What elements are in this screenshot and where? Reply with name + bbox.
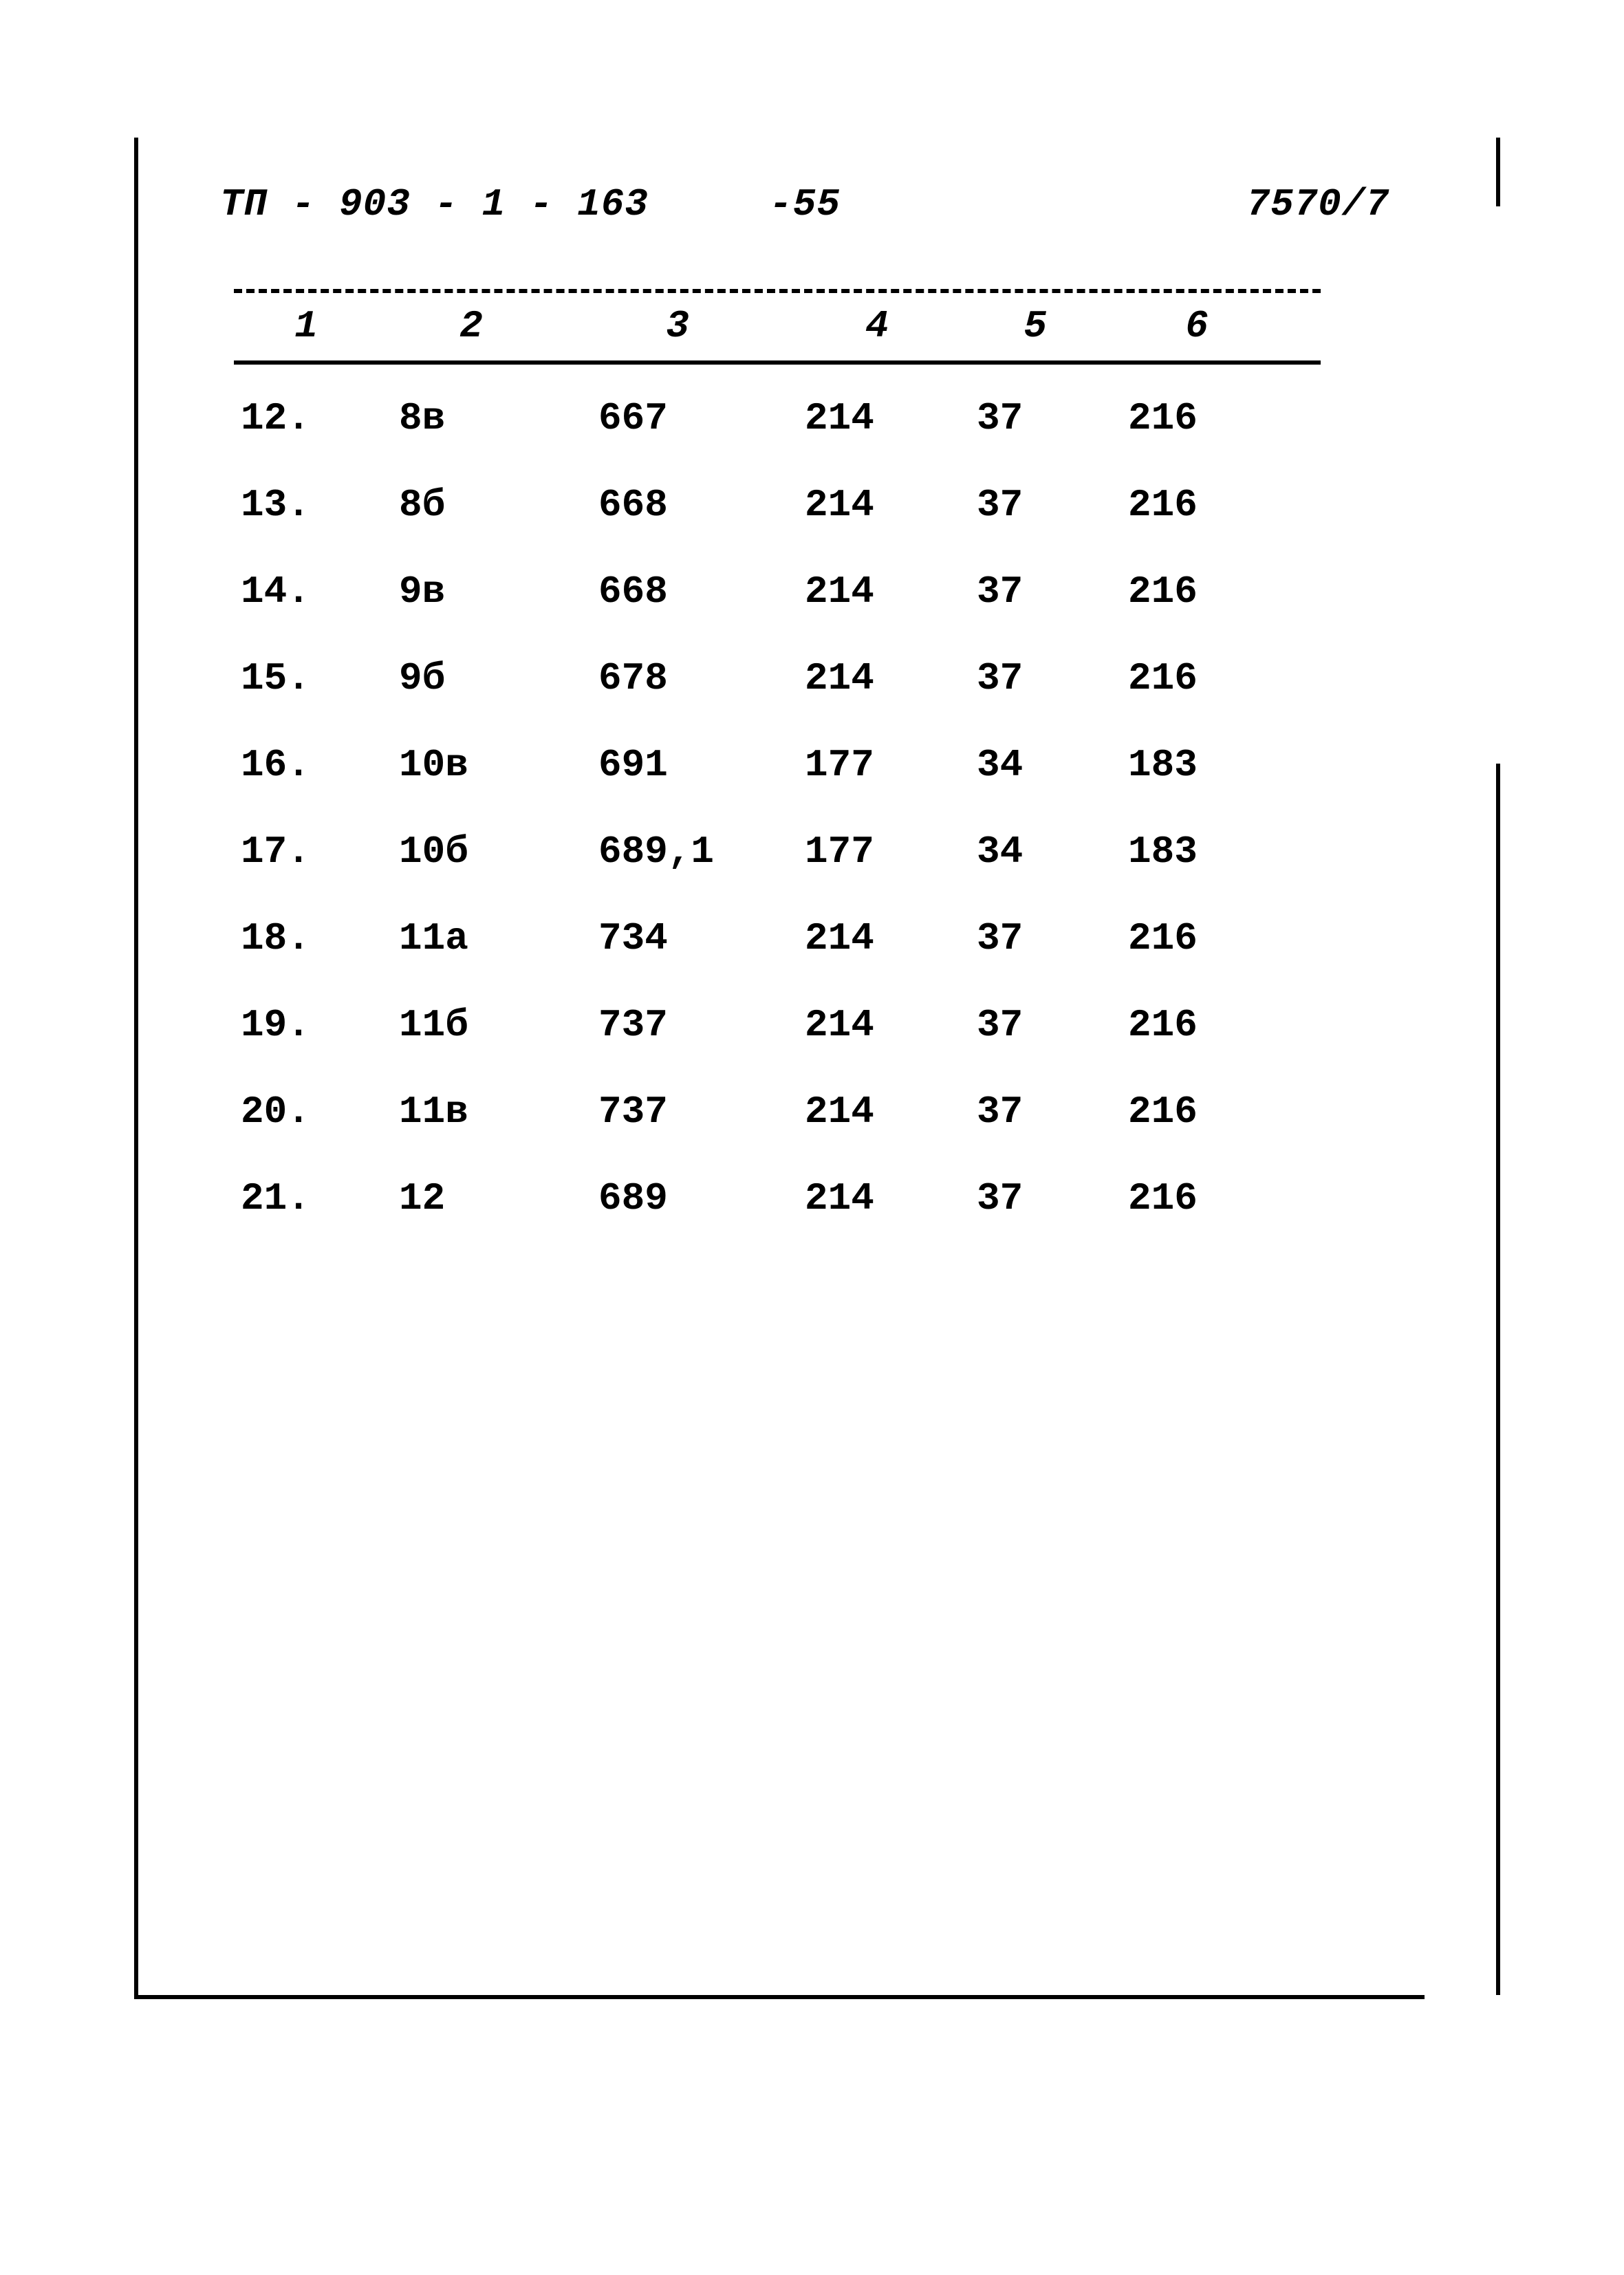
table-cell: 11в	[378, 1092, 564, 1131]
col-header-5: 5	[963, 307, 1107, 345]
table-cell: 37	[963, 1006, 1107, 1044]
table-row: 12.8в66721437216	[234, 399, 1321, 438]
table-cell: 177	[791, 832, 963, 871]
table-top-rule	[234, 289, 1321, 293]
table-cell: 216	[1107, 1006, 1286, 1044]
table-cell: 20.	[234, 1092, 378, 1131]
table-cell: 37	[963, 659, 1107, 698]
col-header-6: 6	[1107, 307, 1286, 345]
table-cell: 14.	[234, 572, 378, 611]
table-row: 16.10в69117734183	[234, 746, 1321, 784]
table-cell: 16.	[234, 746, 378, 784]
table-cell: 11а	[378, 919, 564, 958]
table-cell: 34	[963, 832, 1107, 871]
table-cell: 10б	[378, 832, 564, 871]
header-center: -55	[220, 182, 1389, 226]
table-header-rule	[234, 360, 1321, 365]
table-cell: 214	[791, 1006, 963, 1044]
table-cell: 216	[1107, 1092, 1286, 1131]
table-cell: 37	[963, 1179, 1107, 1218]
table-cell: 37	[963, 486, 1107, 524]
table-cell: 667	[564, 399, 791, 438]
table-cell: 214	[791, 659, 963, 698]
table-cell: 737	[564, 1092, 791, 1131]
table-cell: 12.	[234, 399, 378, 438]
table-cell: 216	[1107, 1179, 1286, 1218]
table-row: 14.9в66821437216	[234, 572, 1321, 611]
table-row: 13.8б66821437216	[234, 486, 1321, 524]
table-header-row: 1 2 3 4 5 6	[234, 304, 1321, 352]
table-cell: 214	[791, 919, 963, 958]
table-cell: 34	[963, 746, 1107, 784]
table-cell: 734	[564, 919, 791, 958]
table-cell: 9б	[378, 659, 564, 698]
table-cell: 37	[963, 572, 1107, 611]
table-cell: 9в	[378, 572, 564, 611]
table-cell: 689,1	[564, 832, 791, 871]
table-cell: 8б	[378, 486, 564, 524]
table-row: 20.11в73721437216	[234, 1092, 1321, 1131]
table-cell: 216	[1107, 399, 1286, 438]
table-cell: 21.	[234, 1179, 378, 1218]
table-cell: 678	[564, 659, 791, 698]
table-row: 21.1268921437216	[234, 1179, 1321, 1218]
table-cell: 668	[564, 486, 791, 524]
col-header-3: 3	[564, 307, 791, 345]
table-cell: 737	[564, 1006, 791, 1044]
table-cell: 18.	[234, 919, 378, 958]
data-table: 1 2 3 4 5 6 12.8в6672143721613.8б6682143…	[234, 289, 1321, 1266]
table-cell: 12	[378, 1179, 564, 1218]
table-cell: 216	[1107, 572, 1286, 611]
document-page: ТП - 903 - 1 - 163 -55 7570/7 1 2 3 4 5 …	[0, 0, 1624, 2275]
frame-right-segment-top	[1496, 138, 1500, 206]
table-cell: 216	[1107, 659, 1286, 698]
table-row: 17.10б689,117734183	[234, 832, 1321, 871]
table-cell: 13.	[234, 486, 378, 524]
table-cell: 37	[963, 1092, 1107, 1131]
table-cell: 214	[791, 1179, 963, 1218]
table-cell: 216	[1107, 919, 1286, 958]
table-row: 18.11а73421437216	[234, 919, 1321, 958]
table-cell: 19.	[234, 1006, 378, 1044]
table-cell: 183	[1107, 832, 1286, 871]
table-cell: 17.	[234, 832, 378, 871]
table-cell: 214	[791, 572, 963, 611]
col-header-4: 4	[791, 307, 963, 345]
table-row: 19.11б73721437216	[234, 1006, 1321, 1044]
page-header: ТП - 903 - 1 - 163 -55 7570/7	[220, 182, 1389, 226]
table-cell: 177	[791, 746, 963, 784]
table-cell: 216	[1107, 486, 1286, 524]
table-cell: 691	[564, 746, 791, 784]
col-header-2: 2	[378, 307, 564, 345]
table-cell: 689	[564, 1179, 791, 1218]
table-cell: 11б	[378, 1006, 564, 1044]
table-cell: 668	[564, 572, 791, 611]
table-cell: 214	[791, 1092, 963, 1131]
table-row: 15.9б67821437216	[234, 659, 1321, 698]
table-cell: 37	[963, 919, 1107, 958]
table-cell: 15.	[234, 659, 378, 698]
table-body: 12.8в6672143721613.8б6682143721614.9в668…	[234, 399, 1321, 1218]
frame-right-segment-bottom	[1496, 764, 1500, 1995]
table-cell: 183	[1107, 746, 1286, 784]
table-cell: 8в	[378, 399, 564, 438]
table-cell: 37	[963, 399, 1107, 438]
table-cell: 10в	[378, 746, 564, 784]
col-header-1: 1	[234, 307, 378, 345]
table-cell: 214	[791, 486, 963, 524]
table-cell: 214	[791, 399, 963, 438]
